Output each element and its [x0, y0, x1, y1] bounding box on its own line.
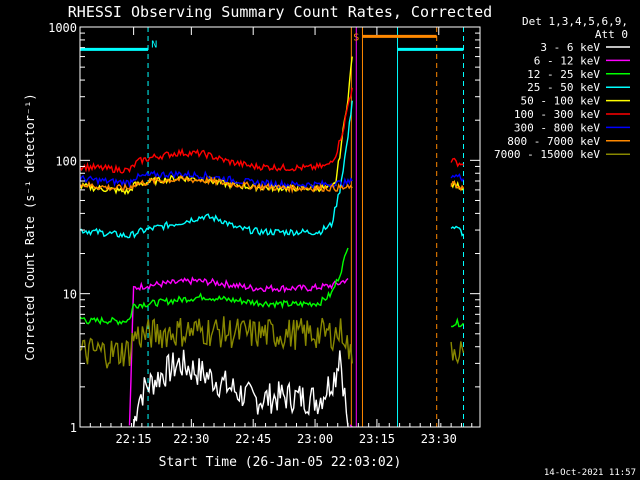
chart-axes — [79, 26, 481, 428]
timestamp: 14-Oct-2021 11:57 — [544, 468, 636, 478]
y-tick-label: 1000 — [48, 21, 77, 35]
legend-label: 25 - 50 keV — [527, 81, 600, 94]
series-line-5-1 — [450, 157, 464, 168]
series-line-4-0 — [79, 56, 353, 196]
series-line-6-1 — [450, 173, 465, 183]
series-line-8-0 — [79, 316, 353, 369]
legend-label: 7000 - 15000 keV — [494, 148, 600, 161]
x-tick-label: 23:00 — [297, 432, 333, 446]
series-line-3-1 — [450, 225, 464, 237]
legend-header-line: Det 1,3,4,5,6,9, — [522, 15, 628, 28]
x-tick-label: 22:15 — [116, 432, 152, 446]
legend-label: 100 - 300 keV — [514, 108, 600, 121]
x-axis-label: Start Time (26-Jan-05 22:03:02) — [159, 455, 402, 470]
series-line-7-0 — [79, 175, 353, 194]
chart-title: RHESSI Observing Summary Count Rates, Co… — [68, 3, 492, 21]
flag-label-3: S — [353, 32, 359, 43]
series-line-8-1 — [450, 341, 465, 365]
tick-labels: 22:15 22:30 22:45 23:00 23:15 23:30 1 10 100 1000 — [48, 21, 457, 446]
series-line-7-1 — [450, 181, 465, 192]
legend-label: 300 - 800 keV — [514, 121, 600, 134]
x-tick-label: 22:30 — [173, 432, 209, 446]
series-line-0-0 — [132, 349, 349, 428]
y-tick-label: 1 — [70, 421, 77, 435]
y-tick-label: 10 — [63, 288, 77, 302]
y-axis-label: Corrected Count Rate (s⁻¹ detector⁻¹) — [23, 93, 37, 360]
legend-label: 800 - 7000 keV — [507, 135, 600, 148]
plot-frame — [79, 26, 481, 428]
series-line-2-0 — [79, 247, 349, 326]
legend-header-line: Att 0 — [595, 28, 628, 41]
series-line-3-0 — [79, 100, 353, 239]
x-tick-label: 23:30 — [421, 432, 457, 446]
legend-label: 3 - 6 keV — [540, 41, 600, 54]
series-line-2-1 — [451, 317, 465, 328]
legend-label: 50 - 100 keV — [521, 95, 601, 108]
x-tick-label: 22:45 — [235, 432, 271, 446]
legend-label: 6 - 12 keV — [534, 54, 601, 67]
x-tick-label: 23:15 — [359, 432, 395, 446]
chart-data-layer: NS — [79, 27, 465, 428]
flag-label-1: N — [151, 40, 157, 51]
legend-label: 12 - 25 keV — [527, 68, 600, 81]
series-line-5-0 — [79, 87, 353, 174]
series-line-1-0 — [128, 276, 349, 426]
y-tick-label: 100 — [55, 154, 77, 168]
